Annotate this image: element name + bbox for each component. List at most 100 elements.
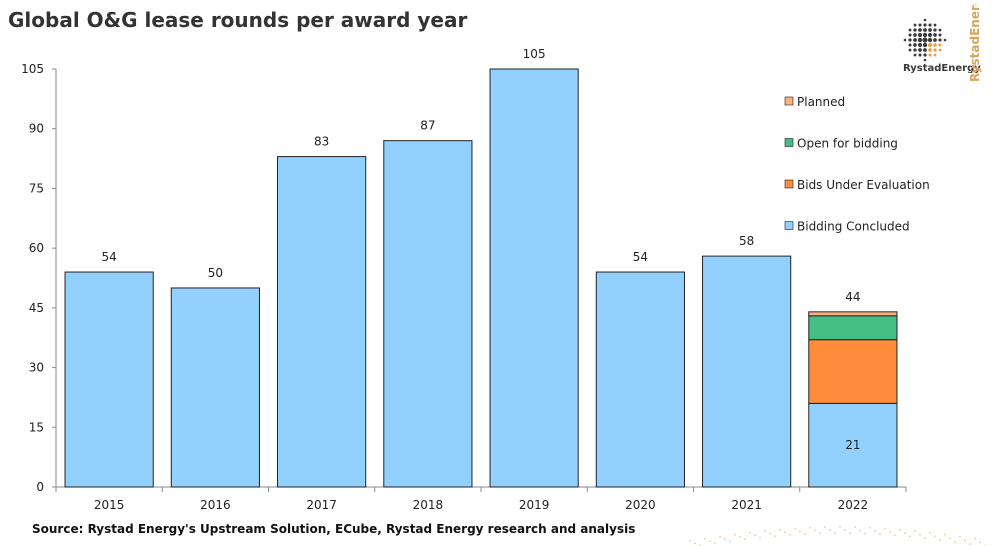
decorative-dot [954, 541, 956, 543]
y-tick-label: 105 [21, 62, 44, 76]
decorative-dot [914, 530, 916, 532]
logo-dot [908, 28, 912, 32]
logo-dot [913, 43, 917, 47]
decorative-dot [784, 531, 786, 534]
globe-dots-icon [903, 18, 947, 62]
decorative-dot [849, 532, 851, 534]
bar-total-label: 50 [208, 266, 223, 280]
decorative-dot [814, 529, 816, 532]
decorative-dot [719, 535, 721, 538]
logo-dot [928, 48, 932, 52]
y-tick-label: 60 [29, 241, 44, 255]
bar-bidding-concluded [383, 140, 473, 488]
logo-dot [908, 43, 912, 47]
decorative-dot [979, 541, 981, 544]
decorative-dot [799, 530, 801, 533]
x-tick-label: 2021 [731, 498, 762, 512]
logo-dot [928, 53, 932, 57]
bar-total-label: 54 [101, 250, 116, 264]
x-tick-label: 2018 [413, 498, 444, 512]
logo-dot [927, 42, 933, 48]
decorative-dot [919, 533, 921, 536]
decorative-dot [704, 537, 706, 540]
bar-bidding-concluded [595, 271, 685, 488]
decorative-dot [689, 540, 691, 542]
decorative-dot [694, 542, 696, 545]
logo-dot [903, 38, 907, 42]
legend-label: Open for bidding [797, 137, 898, 151]
legend-swatch [784, 96, 794, 106]
logo-dot [933, 33, 937, 37]
logo-dot [913, 53, 917, 57]
bar-bidding-concluded [64, 271, 154, 488]
logo-dot [908, 33, 912, 37]
decorative-dot [724, 538, 726, 540]
logo-dot [928, 23, 932, 27]
logo-dot [933, 48, 937, 52]
logo-dot [938, 48, 942, 52]
logo-dot [923, 53, 927, 57]
bar-planned [808, 311, 898, 317]
decorative-dot [829, 529, 831, 531]
decorative-dot [904, 532, 906, 535]
logo-dot [933, 28, 937, 32]
side-brand-text: RystadEnergy [968, 4, 982, 82]
x-tick-label: 2017 [306, 498, 337, 512]
decorative-dot [924, 537, 926, 540]
logo-dot [918, 23, 922, 27]
legend-swatch [784, 221, 794, 230]
bar-segment-label: 21 [845, 438, 860, 452]
logo-text: RystadEnergy [903, 63, 981, 74]
bar-bidding-concluded [489, 68, 579, 488]
logo-dot [943, 38, 947, 42]
logo-dot [927, 37, 933, 43]
bar-bidding-concluded [170, 287, 260, 488]
bar-total-label: 58 [739, 234, 754, 248]
decorative-dot [964, 539, 966, 542]
decorative-dot [934, 535, 936, 538]
bar-total-label: 54 [633, 250, 648, 264]
logo-dot [913, 28, 917, 32]
decorative-dot [854, 526, 856, 529]
logo-dot [928, 28, 932, 32]
decorative-dot [929, 531, 931, 534]
decorative-dot [804, 533, 806, 535]
decorative-dot [864, 532, 866, 535]
decorative-dot [774, 535, 776, 538]
decorative-dot [749, 531, 751, 534]
logo-dot [933, 43, 937, 47]
logo-dot [927, 32, 933, 38]
legend-label: Bids Under Evaluation [797, 178, 930, 192]
decorative-dot [974, 537, 976, 540]
logo-dot [938, 28, 942, 32]
logo-dot [908, 48, 912, 52]
bar-total-label: 83 [314, 135, 329, 149]
bar-total-label: 87 [420, 119, 435, 133]
decorative-dot [789, 533, 791, 536]
decorative-dot [739, 536, 741, 538]
logo-dot [913, 48, 917, 52]
logo-dot [913, 38, 917, 42]
logo-dot [923, 48, 927, 52]
legend-swatch [784, 179, 794, 189]
decorative-dot [759, 536, 761, 539]
bar-total-label: 44 [845, 290, 860, 304]
logo-dot [933, 23, 937, 27]
chart-title: Global O&G lease rounds per award year [8, 8, 468, 32]
decorative-dot [709, 540, 711, 542]
legend-label: Planned [797, 95, 845, 109]
x-tick-label: 2015 [94, 498, 125, 512]
decorative-dot [879, 533, 881, 536]
logo-dot [923, 23, 927, 27]
logo-dot [938, 38, 942, 42]
logo-dot [917, 42, 923, 48]
decorative-dot [889, 530, 891, 533]
decorative-dot [819, 532, 821, 535]
decorative-dot [869, 526, 871, 529]
decorative-dot [884, 527, 886, 530]
decorative-dot [839, 526, 841, 528]
logo-dot [917, 32, 923, 38]
logo-dot [923, 28, 927, 32]
decorative-dot [714, 542, 716, 545]
decorative-dot [894, 534, 896, 537]
